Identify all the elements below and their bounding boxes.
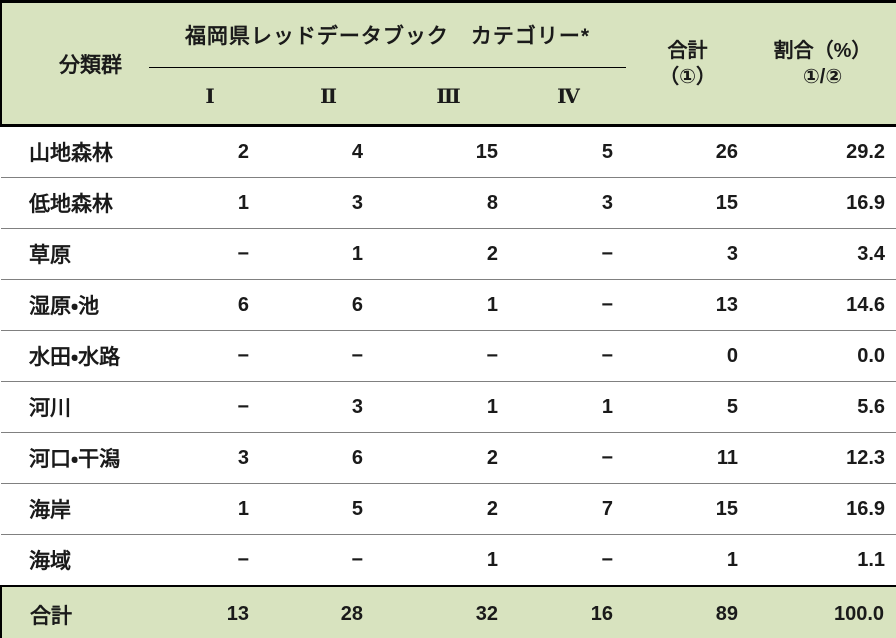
cell-total: 26: [626, 125, 750, 178]
cell-total: 11: [626, 432, 750, 484]
ratio-header-line2: ①/②: [802, 65, 843, 88]
row-label: 湿原・池: [1, 279, 149, 331]
row-label: 海域: [1, 534, 149, 587]
cell-cat3: 2: [386, 432, 511, 484]
column-header-category-3: Ⅲ: [386, 67, 511, 126]
cell-cat1: 3: [149, 432, 271, 484]
cell-cat3: 1: [386, 381, 511, 433]
total-header-line2: （①）: [659, 65, 717, 88]
total-sum: 89: [626, 586, 750, 638]
cell-ratio: 16.9: [749, 177, 896, 229]
cell-cat1: −: [149, 330, 271, 382]
row-label: 河川: [1, 381, 149, 433]
cell-cat4: 7: [511, 483, 627, 535]
cell-total: 15: [626, 483, 750, 535]
cell-cat2: 5: [271, 483, 386, 535]
row-label: 草原: [1, 228, 149, 280]
cell-cat4: 3: [511, 177, 627, 229]
total-ratio: 100.0: [749, 586, 896, 638]
total-cat3: 32: [386, 586, 511, 638]
cell-cat1: 1: [149, 483, 271, 535]
cell-ratio: 16.9: [749, 483, 896, 535]
table-row: 河口・干潟 3 6 2 − 11 12.3: [1, 432, 896, 484]
column-header-classification-group: 分類群: [0, 1, 149, 126]
cell-cat1: −: [149, 534, 271, 587]
cell-total: 13: [626, 279, 750, 331]
cell-cat4: 1: [511, 381, 627, 433]
cell-cat1: −: [149, 228, 271, 280]
cell-cat1: −: [149, 381, 271, 433]
cell-cat3: 1: [386, 279, 511, 331]
cell-cat4: −: [511, 228, 627, 280]
column-header-category-2: Ⅱ: [271, 67, 386, 126]
cell-cat3: 8: [386, 177, 511, 229]
cell-cat3: 2: [386, 228, 511, 280]
cell-cat2: 3: [271, 177, 386, 229]
total-header-line1: 合計: [667, 39, 708, 62]
ratio-header-line1: 割合（%）: [773, 39, 872, 62]
cell-cat2: −: [271, 330, 386, 382]
row-label: 山地森林: [1, 125, 149, 178]
cell-ratio: 1.1: [749, 534, 896, 587]
cell-ratio: 14.6: [749, 279, 896, 331]
table-row: 湿原・池 6 6 1 − 13 14.6: [1, 279, 896, 331]
column-header-category-4: Ⅳ: [511, 67, 627, 126]
total-cat1: 13: [149, 586, 271, 638]
cell-ratio: 5.6: [749, 381, 896, 433]
total-row: 合計 13 28 32 16 89 100.0: [0, 586, 896, 638]
cell-cat2: −: [271, 534, 386, 587]
total-row-label: 合計: [0, 586, 149, 638]
cell-cat4: −: [511, 534, 627, 587]
cell-ratio: 3.4: [749, 228, 896, 280]
cell-cat2: 6: [271, 279, 386, 331]
column-header-total: 合計 （①）: [626, 1, 750, 126]
table-row: 海域 − − 1 − 1 1.1: [1, 534, 896, 587]
cell-ratio: 12.3: [749, 432, 896, 484]
row-label: 低地森林: [1, 177, 149, 229]
cell-cat1: 2: [149, 125, 271, 178]
cell-total: 0: [626, 330, 750, 382]
table-row: 低地森林 1 3 8 3 15 16.9: [1, 177, 896, 229]
cell-cat3: 1: [386, 534, 511, 587]
cell-cat4: −: [511, 432, 627, 484]
cell-cat3: 2: [386, 483, 511, 535]
table-row: 草原 − 1 2 − 3 3.4: [1, 228, 896, 280]
cell-cat2: 4: [271, 125, 386, 178]
cell-cat4: 5: [511, 125, 627, 178]
row-label: 河口・干潟: [1, 432, 149, 484]
row-label: 水田・水路: [1, 330, 149, 382]
cell-cat4: −: [511, 279, 627, 331]
table-footer: 合計 13 28 32 16 89 100.0: [0, 586, 896, 638]
cell-total: 1: [626, 534, 750, 587]
table-row: 山地森林 2 4 15 5 26 29.2: [1, 125, 896, 178]
table-row: 河川 − 3 1 1 5 5.6: [1, 381, 896, 433]
cell-total: 3: [626, 228, 750, 280]
total-cat4: 16: [511, 586, 627, 638]
table-header: 分類群 福岡県レッドデータブック カテゴリー* 合計 （①） 割合（%） ①/②…: [0, 1, 896, 126]
cell-cat2: 6: [271, 432, 386, 484]
table-row: 水田・水路 − − − − 0 0.0: [1, 330, 896, 382]
column-header-category-1: Ⅰ: [149, 67, 271, 126]
cell-cat3: −: [386, 330, 511, 382]
table-row: 海岸 1 5 2 7 15 16.9: [1, 483, 896, 535]
cell-total: 15: [626, 177, 750, 229]
cell-cat2: 1: [271, 228, 386, 280]
cell-cat3: 15: [386, 125, 511, 178]
cell-ratio: 29.2: [749, 125, 896, 178]
cell-cat1: 6: [149, 279, 271, 331]
cell-total: 5: [626, 381, 750, 433]
cell-ratio: 0.0: [749, 330, 896, 382]
cell-cat4: −: [511, 330, 627, 382]
cell-cat2: 3: [271, 381, 386, 433]
column-header-ratio: 割合（%） ①/②: [749, 1, 896, 126]
table-body: 山地森林 2 4 15 5 26 29.2 低地森林 1 3 8 3 15 16…: [1, 125, 896, 587]
total-cat2: 28: [271, 586, 386, 638]
cell-cat1: 1: [149, 177, 271, 229]
column-header-category-group: 福岡県レッドデータブック カテゴリー*: [149, 1, 627, 68]
row-label: 海岸: [1, 483, 149, 535]
